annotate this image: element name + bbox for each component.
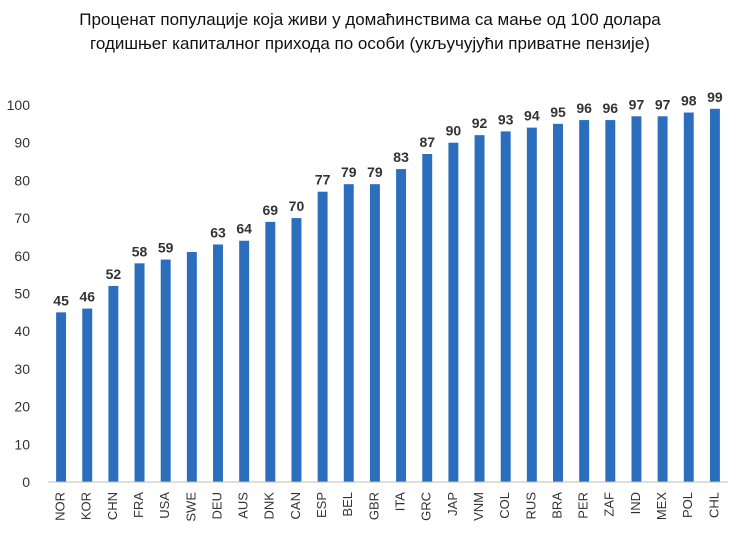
- x-tick-label: JAP: [445, 492, 460, 516]
- bar-grc: [422, 154, 433, 482]
- data-label: 90: [446, 123, 462, 139]
- bar-vnm: [474, 135, 485, 482]
- y-tick-label: 70: [14, 210, 30, 226]
- bar-bel: [343, 184, 354, 483]
- y-axis: 0 10 20 30 40 50 60 70 80 90 100: [7, 97, 31, 490]
- y-tick-label: 10: [14, 436, 30, 452]
- bar-fra: [134, 263, 145, 482]
- x-tick-label: SWE: [183, 492, 198, 522]
- bar-jap: [448, 142, 459, 482]
- data-label: 92: [472, 115, 488, 131]
- x-tick-label: CHL: [706, 492, 721, 518]
- y-tick-label: 40: [14, 323, 30, 339]
- x-tick-label: ZAF: [602, 492, 617, 517]
- bar-deu: [213, 244, 223, 482]
- data-label: 69: [263, 202, 279, 218]
- y-tick-label: 90: [14, 135, 30, 151]
- y-tick-label: 50: [14, 286, 30, 302]
- x-tick-label: DEU: [209, 492, 224, 519]
- bar-rus: [526, 127, 537, 483]
- data-label: 45: [53, 292, 69, 308]
- data-label: 59: [158, 240, 174, 256]
- x-tick-label: NOR: [53, 492, 68, 521]
- data-label: 64: [236, 221, 252, 237]
- x-tick-label: DNK: [262, 492, 277, 520]
- bar-col: [500, 131, 511, 482]
- bar-mex: [657, 116, 668, 482]
- x-tick-label: FRA: [131, 492, 146, 518]
- data-label: 94: [524, 108, 540, 124]
- x-tick-label: BRA: [549, 492, 564, 519]
- data-label: 79: [341, 164, 357, 180]
- data-label: 96: [603, 100, 619, 116]
- data-label: 95: [550, 104, 566, 120]
- y-tick-label: 0: [22, 474, 30, 490]
- x-tick-label: BEL: [340, 492, 355, 517]
- x-tick-label: KOR: [79, 492, 94, 520]
- data-label: 83: [393, 149, 409, 165]
- x-tick-label: AUS: [236, 492, 251, 519]
- data-label: 97: [629, 96, 645, 112]
- bar-bra: [553, 123, 563, 482]
- bar-ita: [396, 169, 407, 482]
- x-tick-label: ESP: [314, 492, 329, 518]
- x-tick-label: CHN: [105, 492, 120, 520]
- chart-title-line-1: Проценат популације која живи у домаћинс…: [79, 10, 661, 29]
- data-label: 58: [132, 243, 148, 259]
- bar-chn: [108, 285, 119, 482]
- bar-nor: [56, 312, 67, 482]
- chart-title-line-2: годишњег капиталног прихода по особи (ук…: [90, 34, 650, 53]
- bar-usa: [160, 259, 171, 482]
- y-tick-label: 60: [14, 248, 30, 264]
- x-tick-label: GBR: [366, 492, 381, 520]
- x-tick-label: MEX: [654, 492, 669, 521]
- data-label: 70: [289, 198, 305, 214]
- bar-can: [291, 218, 302, 482]
- data-label: 77: [315, 172, 331, 188]
- data-label: 93: [498, 111, 514, 127]
- bar-pol: [683, 112, 694, 482]
- x-tick-label: USA: [157, 492, 172, 519]
- bar-per: [579, 120, 590, 482]
- y-tick-label: 100: [7, 97, 31, 113]
- y-tick-label: 80: [14, 172, 30, 188]
- bar-swe: [186, 252, 197, 482]
- x-tick-label: PER: [576, 492, 591, 519]
- data-label: 99: [707, 89, 723, 105]
- data-label: 63: [210, 224, 226, 240]
- bars: 45 46 52 58 59 63 64 69 70 77 79 79 83 87 90 92 93 94 95 96…: [53, 89, 723, 483]
- x-tick-label: CAN: [288, 492, 303, 519]
- bar-ind: [631, 116, 642, 482]
- x-axis: NOR KOR CHN FRA USA SWE DEU AUS DNK CAN ESP BEL GBR I…: [48, 481, 728, 522]
- bar-dnk: [265, 221, 276, 482]
- x-tick-label: POL: [680, 492, 695, 518]
- chart-title: Проценат популације која живи у домаћинс…: [0, 8, 740, 56]
- data-label: 52: [106, 266, 122, 282]
- x-tick-label: IND: [628, 492, 643, 514]
- bar-aus: [239, 240, 250, 482]
- x-tick-label: RUS: [523, 492, 538, 520]
- data-label: 79: [367, 164, 383, 180]
- data-label: 96: [576, 100, 592, 116]
- x-tick-label: GRC: [419, 492, 434, 521]
- bar-esp: [317, 191, 328, 482]
- x-tick-label: COL: [497, 492, 512, 519]
- y-tick-label: 20: [14, 399, 30, 415]
- x-tick-label: VNM: [471, 492, 486, 521]
- bar-kor: [82, 308, 93, 482]
- y-tick-label: 30: [14, 361, 30, 377]
- bar-chl: [709, 108, 720, 483]
- bar-zaf: [605, 120, 616, 482]
- data-label: 98: [681, 93, 697, 109]
- data-label: 87: [419, 134, 435, 150]
- bar-gbr: [369, 184, 380, 483]
- data-label: 97: [655, 96, 671, 112]
- x-tick-label: ITA: [393, 492, 408, 512]
- data-label: 46: [79, 289, 95, 305]
